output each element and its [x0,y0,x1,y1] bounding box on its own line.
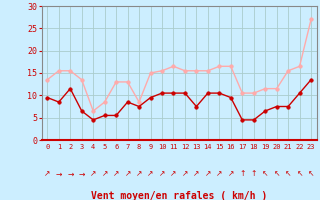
Text: ↗: ↗ [101,169,108,178]
Text: ↑: ↑ [251,169,257,178]
Text: ↗: ↗ [136,169,142,178]
Text: ↗: ↗ [113,169,119,178]
Text: ↗: ↗ [124,169,131,178]
Text: →: → [67,169,74,178]
Text: ↗: ↗ [170,169,177,178]
Text: ↗: ↗ [182,169,188,178]
Text: ↖: ↖ [296,169,303,178]
Text: ↗: ↗ [44,169,51,178]
Text: ↗: ↗ [228,169,234,178]
Text: ↗: ↗ [90,169,96,178]
Text: ↖: ↖ [274,169,280,178]
Text: Vent moyen/en rafales ( km/h ): Vent moyen/en rafales ( km/h ) [91,191,267,200]
Text: ↖: ↖ [308,169,314,178]
Text: ↖: ↖ [285,169,291,178]
Text: →: → [56,169,62,178]
Text: ↗: ↗ [193,169,200,178]
Text: ↗: ↗ [159,169,165,178]
Text: ↗: ↗ [205,169,211,178]
Text: →: → [78,169,85,178]
Text: ↗: ↗ [147,169,154,178]
Text: ↗: ↗ [216,169,222,178]
Text: ↖: ↖ [262,169,268,178]
Text: ↑: ↑ [239,169,245,178]
